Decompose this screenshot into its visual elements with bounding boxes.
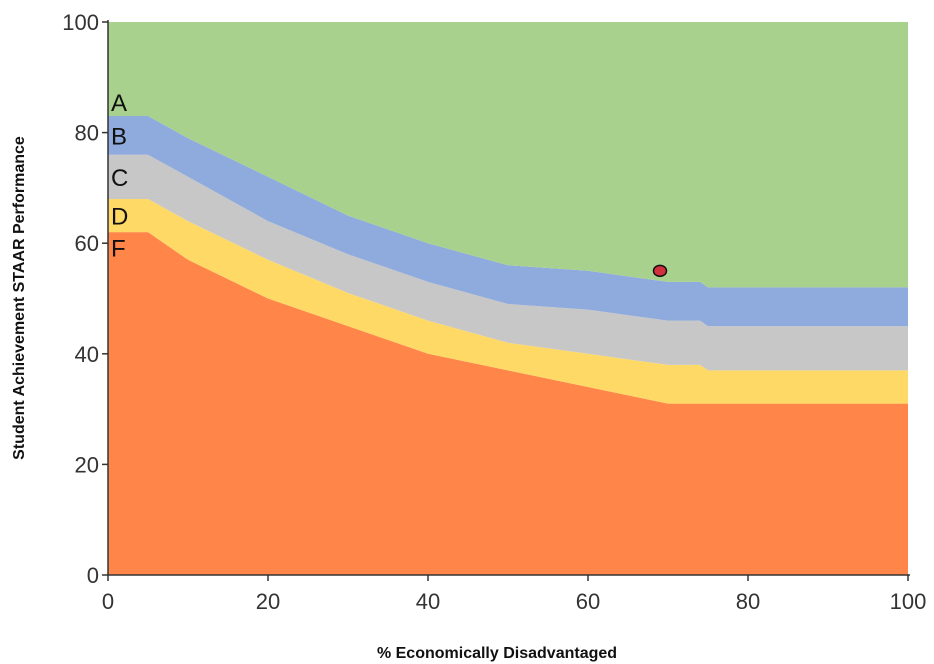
data-point bbox=[652, 264, 668, 278]
y-tick-label: 40 bbox=[75, 342, 99, 367]
x-tick-label: 40 bbox=[416, 589, 440, 614]
x-tick-label: 60 bbox=[576, 589, 600, 614]
x-tick-label: 20 bbox=[256, 589, 280, 614]
band-f bbox=[108, 232, 908, 575]
grade-letter-f: F bbox=[111, 236, 126, 263]
y-tick-label: 0 bbox=[87, 563, 99, 588]
grade-letter-b: B bbox=[111, 123, 127, 150]
y-tick-label: 80 bbox=[75, 121, 99, 146]
band-a bbox=[108, 22, 908, 288]
axes: 0 20 40 60 80 100 0 20 40 60 80 100 bbox=[62, 10, 926, 614]
y-tick-label: 60 bbox=[75, 231, 99, 256]
band-d bbox=[108, 199, 908, 404]
x-tick-label: 80 bbox=[736, 589, 760, 614]
band-b bbox=[108, 116, 908, 327]
data-points bbox=[652, 264, 668, 278]
band-c bbox=[108, 154, 908, 371]
y-tick-label: 20 bbox=[75, 452, 99, 477]
x-axis-title: % Economically Disadvantaged bbox=[377, 645, 617, 662]
grade-letter-d: D bbox=[111, 204, 128, 231]
grade-letter-a: A bbox=[111, 90, 127, 117]
x-tick-label: 100 bbox=[890, 589, 927, 614]
grade-bands bbox=[108, 22, 908, 575]
x-tick-label: 0 bbox=[102, 589, 114, 614]
grade-letter-c: C bbox=[111, 165, 128, 192]
y-tick-label: 100 bbox=[62, 10, 99, 35]
y-axis-title: Student Achievement STAAR Performance bbox=[11, 136, 28, 460]
